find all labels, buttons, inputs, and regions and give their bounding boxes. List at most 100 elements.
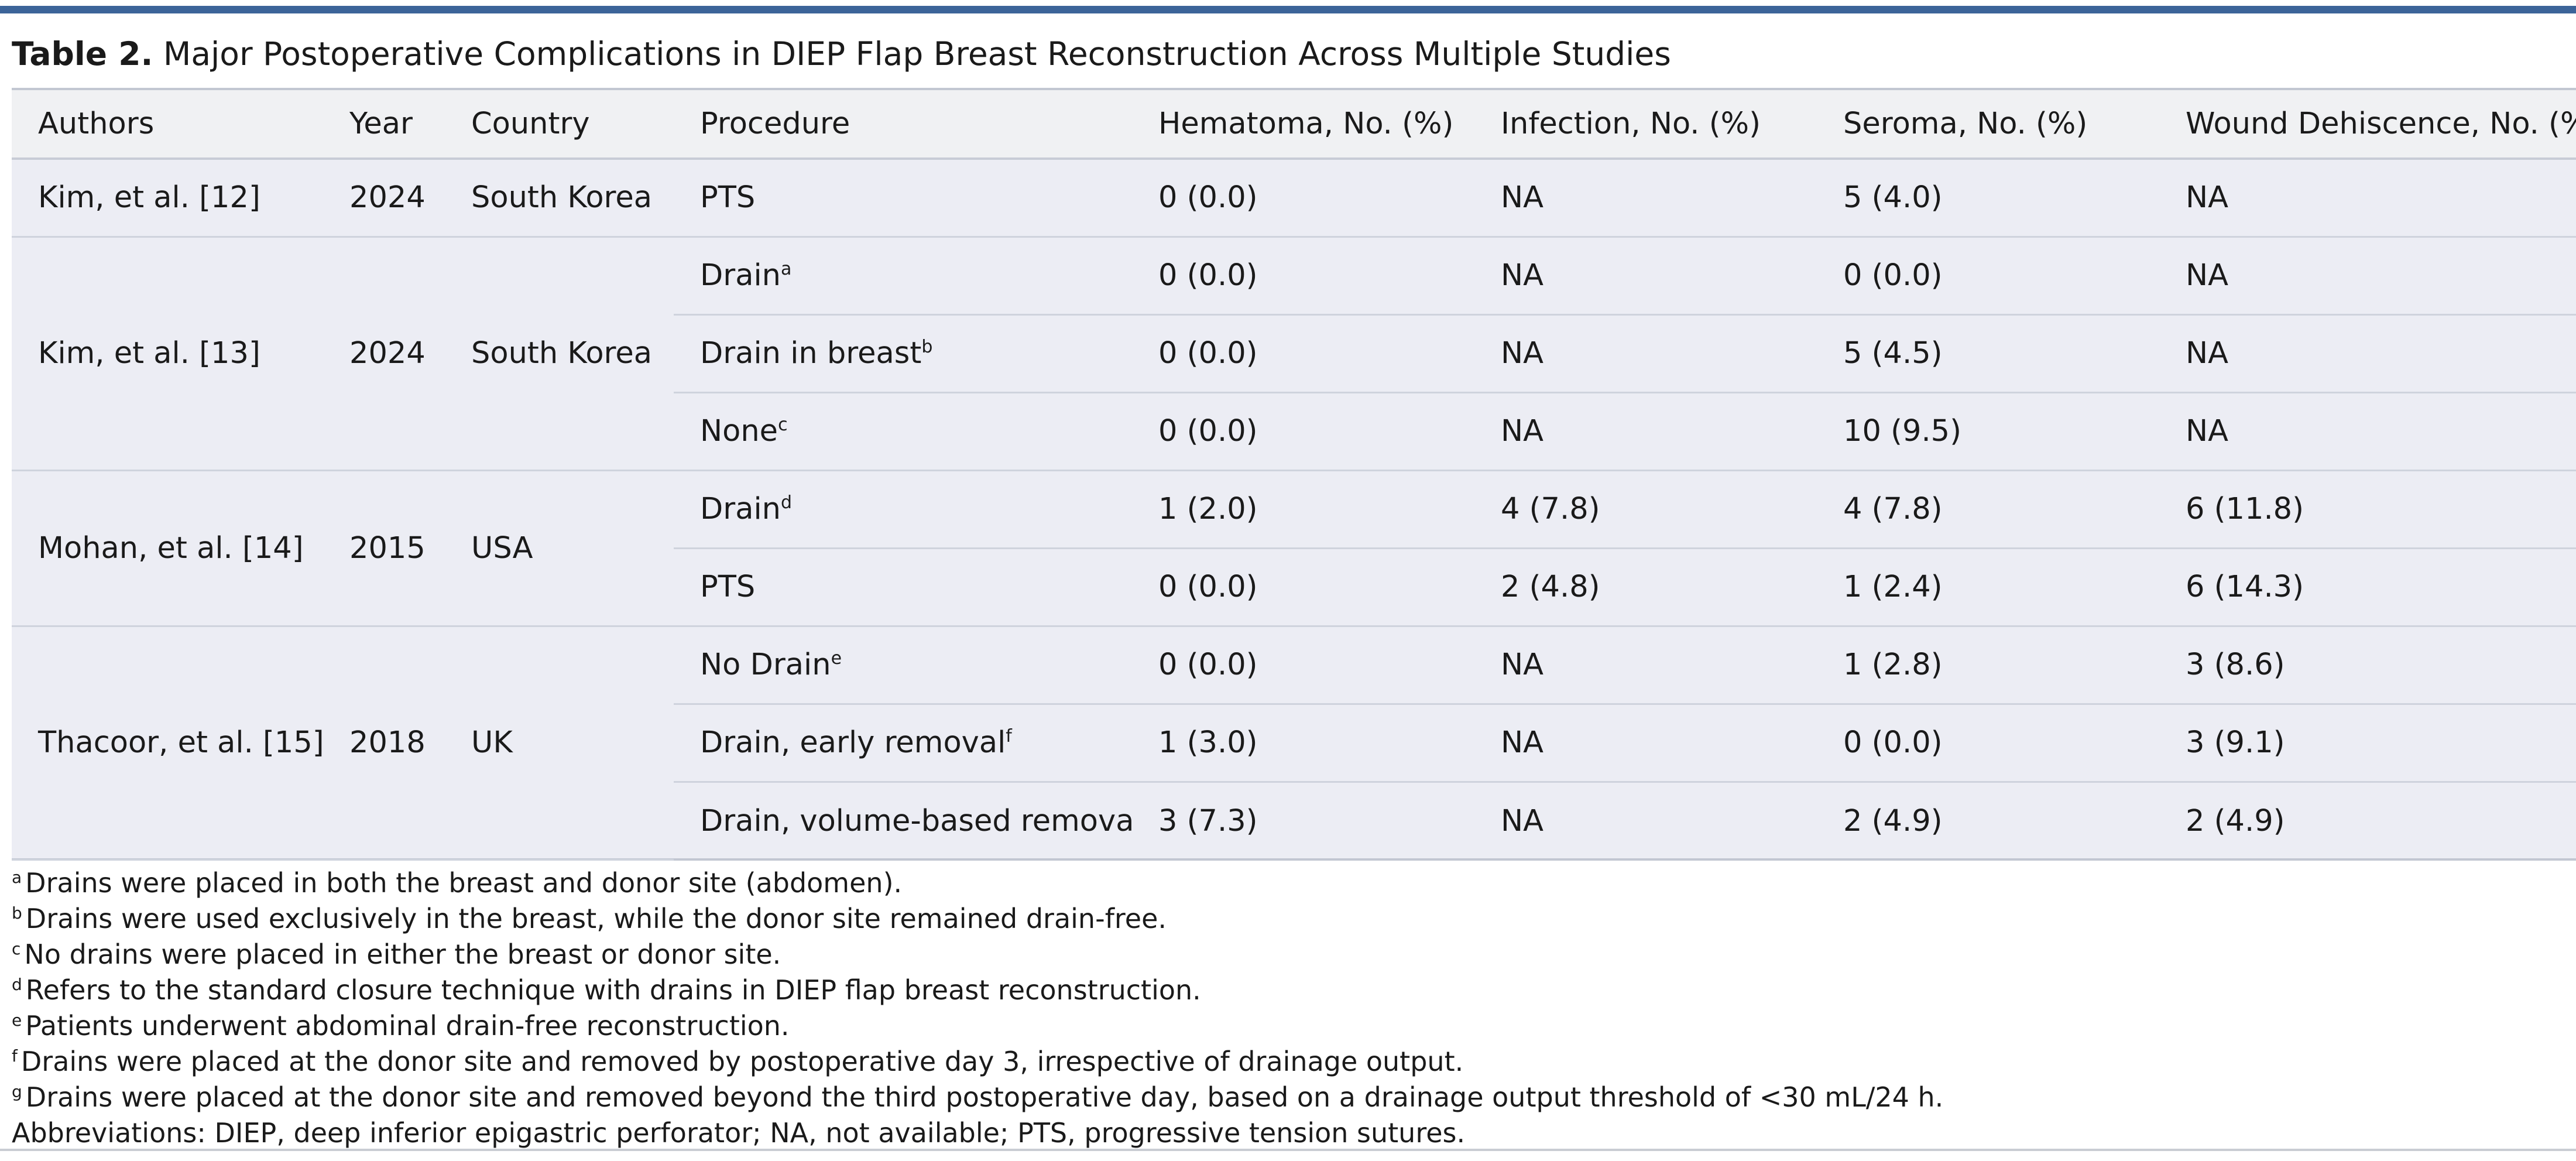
footnote-marker: b — [921, 337, 933, 357]
procedure-cell: PTS — [674, 548, 1132, 627]
hematoma-cell: 1 (2.0) — [1132, 470, 1474, 549]
table-row: PTS 0 (0.0) 2 (4.8) 1 (2.4) 6 (14.3) — [12, 548, 2576, 627]
footnote-marker: d — [780, 492, 793, 513]
table-header-row: Authors Year Country Procedure Hematoma,… — [12, 90, 2576, 160]
infection-cell: NA — [1474, 392, 1817, 471]
procedure-cell: Drain in breastb — [674, 314, 1132, 393]
footnote-text: Refers to the standard closure technique… — [25, 974, 1201, 1006]
bottom-rule — [0, 1149, 2576, 1151]
dehiscence-cell: NA — [2159, 159, 2576, 238]
hematoma-cell: 0 (0.0) — [1132, 626, 1474, 705]
seroma-cell: 1 (2.8) — [1817, 626, 2159, 705]
country-cell: South Korea — [445, 237, 674, 471]
country-cell: USA — [445, 470, 674, 627]
procedure-label: No Drain — [700, 648, 831, 682]
procedure-cell: Draina — [674, 237, 1132, 316]
col-header-authors: Authors — [12, 90, 323, 160]
table-row: Drain, volume-based removalg 3 (7.3) NA … — [12, 782, 2576, 859]
dehiscence-cell: NA — [2159, 237, 2576, 316]
footnote-text: Patients underwent abdominal drain-free … — [25, 1010, 790, 1042]
table-row: Kim, et al. [13] 2024 South Korea Draina… — [12, 237, 2576, 471]
author-cell: Mohan, et al. [14] — [12, 470, 323, 627]
table-row: Drain in breastb 0 (0.0) NA 5 (4.5) NA — [12, 314, 2576, 393]
table-row: Mohan, et al. [14] 2015 USA Draind 1 (2.… — [12, 470, 2576, 627]
seroma-cell: 2 (4.9) — [1843, 803, 1943, 838]
footnote-mark: e — [12, 1010, 22, 1030]
hematoma-cell: 0 (0.0) — [1132, 159, 1474, 238]
year-cell: 2018 — [323, 626, 445, 861]
seroma-cell: 5 (4.0) — [1817, 159, 2159, 238]
infection-cell: NA — [1474, 704, 1817, 783]
procedure-label: Drain — [700, 258, 781, 293]
procedure-label: Drain, volume-based removal — [700, 803, 1132, 838]
dehiscence-cell: 3 (8.6) — [2159, 626, 2576, 705]
dehiscence-cell: 2 (4.9) — [2186, 803, 2285, 838]
footnote-mark: b — [12, 903, 22, 923]
dehiscence-cell: 3 (9.1) — [2159, 704, 2576, 783]
abbreviations-note: Abbreviations: DIEP, deep inferior epiga… — [12, 1117, 1466, 1149]
complications-table: Authors Year Country Procedure Hematoma,… — [12, 90, 2576, 861]
hematoma-cell: 0 (0.0) — [1132, 237, 1474, 316]
infection-cell: NA — [1474, 237, 1817, 316]
infection-cell: NA — [1474, 626, 1817, 705]
footnote-a: a Drains were placed in both the breast a… — [12, 865, 2564, 901]
dehiscence-cell: 6 (14.3) — [2159, 548, 2576, 627]
author-cell: Kim, et al. [13] — [12, 237, 323, 471]
footnote-marker: e — [831, 648, 842, 669]
hematoma-cell: 0 (0.0) — [1132, 392, 1474, 471]
procedure-label: PTS — [700, 570, 756, 604]
footnote-marker: a — [780, 259, 792, 279]
table-row: Nonec 0 (0.0) NA 10 (9.5) NA — [12, 392, 2576, 471]
footnote-text: Drains were placed at the donor site and… — [20, 1046, 1464, 1077]
footnote-mark: g — [12, 1081, 22, 1101]
dehiscence-cell: NA — [2159, 314, 2576, 393]
footnote-e: e Patients underwent abdominal drain-free… — [12, 1008, 2564, 1044]
footnote-text: Drains were placed in both the breast an… — [25, 867, 903, 899]
hematoma-cell: 1 (3.0) — [1132, 704, 1474, 783]
infection-cell: 4 (7.8) — [1474, 470, 1817, 549]
procedure-cell: Nonec — [674, 392, 1132, 471]
footnote-mark: a — [12, 867, 22, 887]
infection-cell: NA — [1474, 159, 1817, 238]
country-cell: South Korea — [445, 159, 674, 238]
footnote-text: Drains were used exclusively in the brea… — [25, 903, 1167, 934]
procedure-label: Drain — [700, 492, 781, 526]
hematoma-cell: 0 (0.0) — [1132, 548, 1474, 627]
seroma-cell: 5 (4.5) — [1817, 314, 2159, 393]
complications-table-container: Authors Year Country Procedure Hematoma,… — [12, 88, 2576, 861]
procedure-label: Drain in breast — [700, 336, 922, 371]
footnote-text: No drains were placed in either the brea… — [24, 939, 781, 970]
footnote-c: c No drains were placed in either the bre… — [12, 937, 2564, 972]
procedure-cell: Drain, early removalf — [674, 704, 1132, 783]
procedure-label: None — [700, 414, 778, 448]
col-header-year: Year — [323, 90, 445, 160]
procedure-cell: Drain, volume-based removalg — [674, 782, 1132, 859]
footnote-marker: f — [1006, 726, 1012, 746]
seroma-cell: 0 (0.0) — [1817, 237, 2159, 316]
year-cell: 2024 — [323, 159, 445, 238]
author-cell: Kim, et al. [12] — [12, 159, 323, 238]
col-header-infection: Infection, No. (%) — [1474, 90, 1817, 160]
procedure-cell: PTS — [674, 159, 1132, 238]
seroma-cell: 4 (7.8) — [1817, 470, 2159, 549]
procedure-label: Drain, early removal — [700, 725, 1006, 760]
col-header-seroma: Seroma, No. (%) — [1817, 90, 2159, 160]
col-header-procedure: Procedure — [674, 90, 1132, 160]
seroma-cell: 10 (9.5) — [1817, 392, 2159, 471]
top-accent-rule — [0, 6, 2576, 13]
col-header-hematoma: Hematoma, No. (%) — [1132, 90, 1474, 160]
dehiscence-cell: NA — [2159, 392, 2576, 471]
infection-cell: 2 (4.8) — [1474, 548, 1817, 627]
dehiscence-cell: 6 (11.8) — [2159, 470, 2576, 549]
procedure-label: PTS — [700, 180, 756, 215]
table-label: Table 2. — [12, 35, 153, 73]
procedure-cell: No Draine — [674, 626, 1132, 705]
procedure-cell: Draind — [674, 470, 1132, 549]
author-cell: Thacoor, et al. [15] — [12, 626, 323, 861]
footnote-f: f Drains were placed at the donor site an… — [12, 1044, 2564, 1080]
table-caption: Table 2. Major Postoperative Complicatio… — [12, 30, 2564, 77]
year-cell: 2015 — [323, 470, 445, 627]
seroma-cell: 1 (2.4) — [1817, 548, 2159, 627]
footnote-mark: c — [12, 939, 21, 958]
footnote-text: Drains were placed at the donor site and… — [25, 1081, 1944, 1113]
